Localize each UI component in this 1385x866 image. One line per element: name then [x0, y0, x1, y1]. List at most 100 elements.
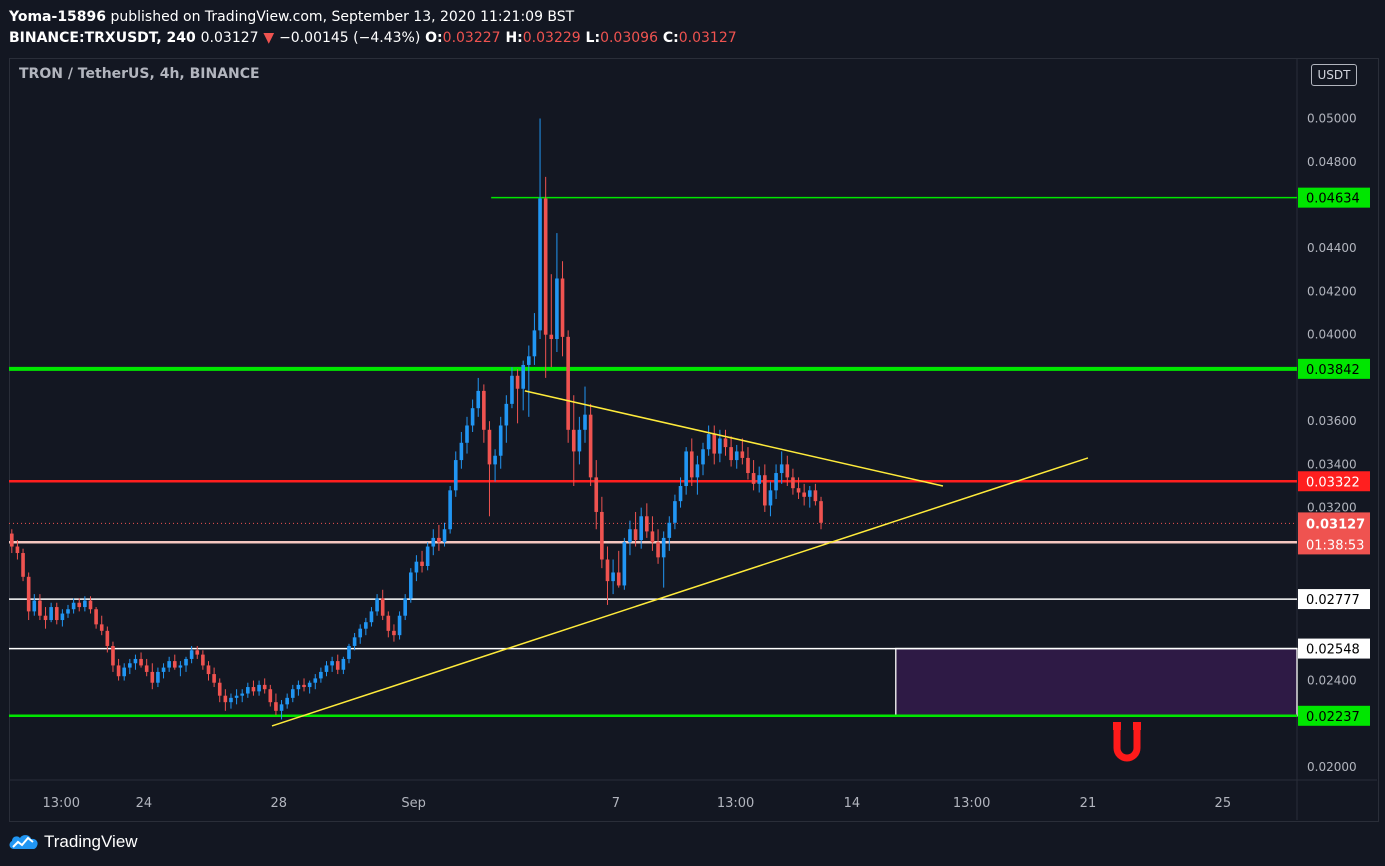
candle-body — [656, 542, 660, 558]
candle — [279, 700, 284, 720]
candle — [307, 680, 312, 694]
candle — [403, 594, 407, 621]
candle-body — [290, 689, 295, 698]
candle — [167, 656, 171, 672]
x-tick-label: 21 — [1080, 796, 1097, 811]
price-unit-badge[interactable]: USDT — [1311, 64, 1357, 86]
candle — [184, 656, 188, 672]
current-price-tag: 0.03127 01:38:53 — [1298, 512, 1370, 555]
candle — [459, 431, 464, 469]
candle-body — [532, 330, 537, 357]
candle — [476, 377, 481, 417]
candle — [133, 654, 138, 670]
low-value: 0.03096 — [600, 30, 658, 46]
candle — [639, 507, 644, 549]
candle-body — [324, 665, 329, 672]
y-tick-label: 0.04400 — [1307, 241, 1357, 255]
candle-body — [21, 553, 25, 577]
candle-body — [453, 460, 458, 491]
candle — [262, 678, 267, 694]
level-tag-bg — [1298, 705, 1370, 726]
candle — [633, 511, 638, 547]
candle-body — [122, 667, 127, 677]
candle-body — [285, 697, 289, 705]
candle-body — [768, 490, 773, 506]
candle — [616, 550, 621, 588]
candle-body — [594, 477, 599, 512]
candle-body — [498, 425, 503, 456]
level-tag-bg — [1298, 471, 1370, 492]
candle-body — [437, 537, 441, 543]
candle-body — [386, 615, 391, 631]
price-chart[interactable]: 0.05000 0.04800 0.04400 0.04200 0.04000 0.036… — [9, 58, 1377, 820]
candle — [380, 589, 385, 621]
candle-body — [689, 451, 694, 478]
tradingview-logo[interactable]: TradingView — [8, 832, 138, 852]
candle — [796, 477, 801, 499]
candle-body — [538, 198, 542, 331]
candle — [583, 386, 587, 443]
candle — [571, 395, 576, 487]
high-label: H: — [505, 30, 523, 46]
candle — [628, 520, 632, 556]
bar-countdown: 01:38:53 — [1306, 538, 1364, 553]
open-value: 0.03227 — [442, 30, 501, 46]
candle-body — [66, 609, 70, 614]
candle — [274, 693, 278, 716]
candle-body — [645, 516, 649, 532]
candle-body — [650, 531, 655, 543]
publish-header: Yoma-15896 published on TradingView.com,… — [0, 0, 1385, 52]
candle — [757, 466, 762, 493]
candle-body — [791, 477, 795, 489]
candle — [622, 537, 627, 590]
candle — [397, 611, 402, 640]
candle-body — [420, 561, 424, 566]
candle-body — [206, 665, 211, 675]
candle-body — [487, 429, 492, 465]
candle — [201, 650, 205, 670]
candle — [122, 663, 127, 681]
candle-body — [10, 533, 14, 547]
candle-body — [819, 501, 823, 523]
candle — [375, 594, 379, 616]
candle-body — [105, 630, 110, 646]
candle-body — [605, 559, 610, 582]
candle-body — [723, 438, 728, 448]
candle-body — [515, 375, 520, 389]
candle-body — [257, 684, 261, 692]
candle — [206, 661, 211, 681]
author-name[interactable]: Yoma-15896 — [9, 9, 107, 25]
candle — [302, 678, 306, 692]
candle-body — [785, 464, 790, 478]
candle — [600, 496, 604, 569]
candle-body — [307, 682, 312, 688]
close-label: C: — [662, 30, 679, 46]
candle-body — [150, 671, 155, 683]
candle-body — [167, 661, 171, 668]
candle-body — [611, 572, 615, 582]
candle-body — [566, 336, 570, 430]
candle-body — [144, 665, 149, 672]
x-tick-label: Sep — [401, 796, 426, 811]
candle-body — [358, 628, 363, 638]
candle — [577, 416, 582, 465]
candle-body — [83, 600, 87, 608]
candle-body — [521, 364, 525, 389]
level-tag-bg — [1298, 187, 1370, 208]
x-tick-label: 13:00 — [717, 796, 754, 811]
level-tag-text: 0.04634 — [1306, 192, 1360, 207]
candle — [161, 663, 166, 679]
candle-body — [240, 693, 245, 696]
candle — [189, 645, 194, 664]
candle-body — [330, 661, 334, 666]
candle — [751, 460, 756, 491]
candle — [813, 483, 818, 506]
candle — [229, 693, 233, 709]
candle-body — [189, 650, 194, 659]
candle-body — [392, 630, 396, 636]
candle — [819, 496, 823, 530]
candle-body — [571, 429, 576, 452]
candle — [532, 313, 537, 365]
candle — [701, 442, 705, 476]
candle — [195, 645, 200, 659]
